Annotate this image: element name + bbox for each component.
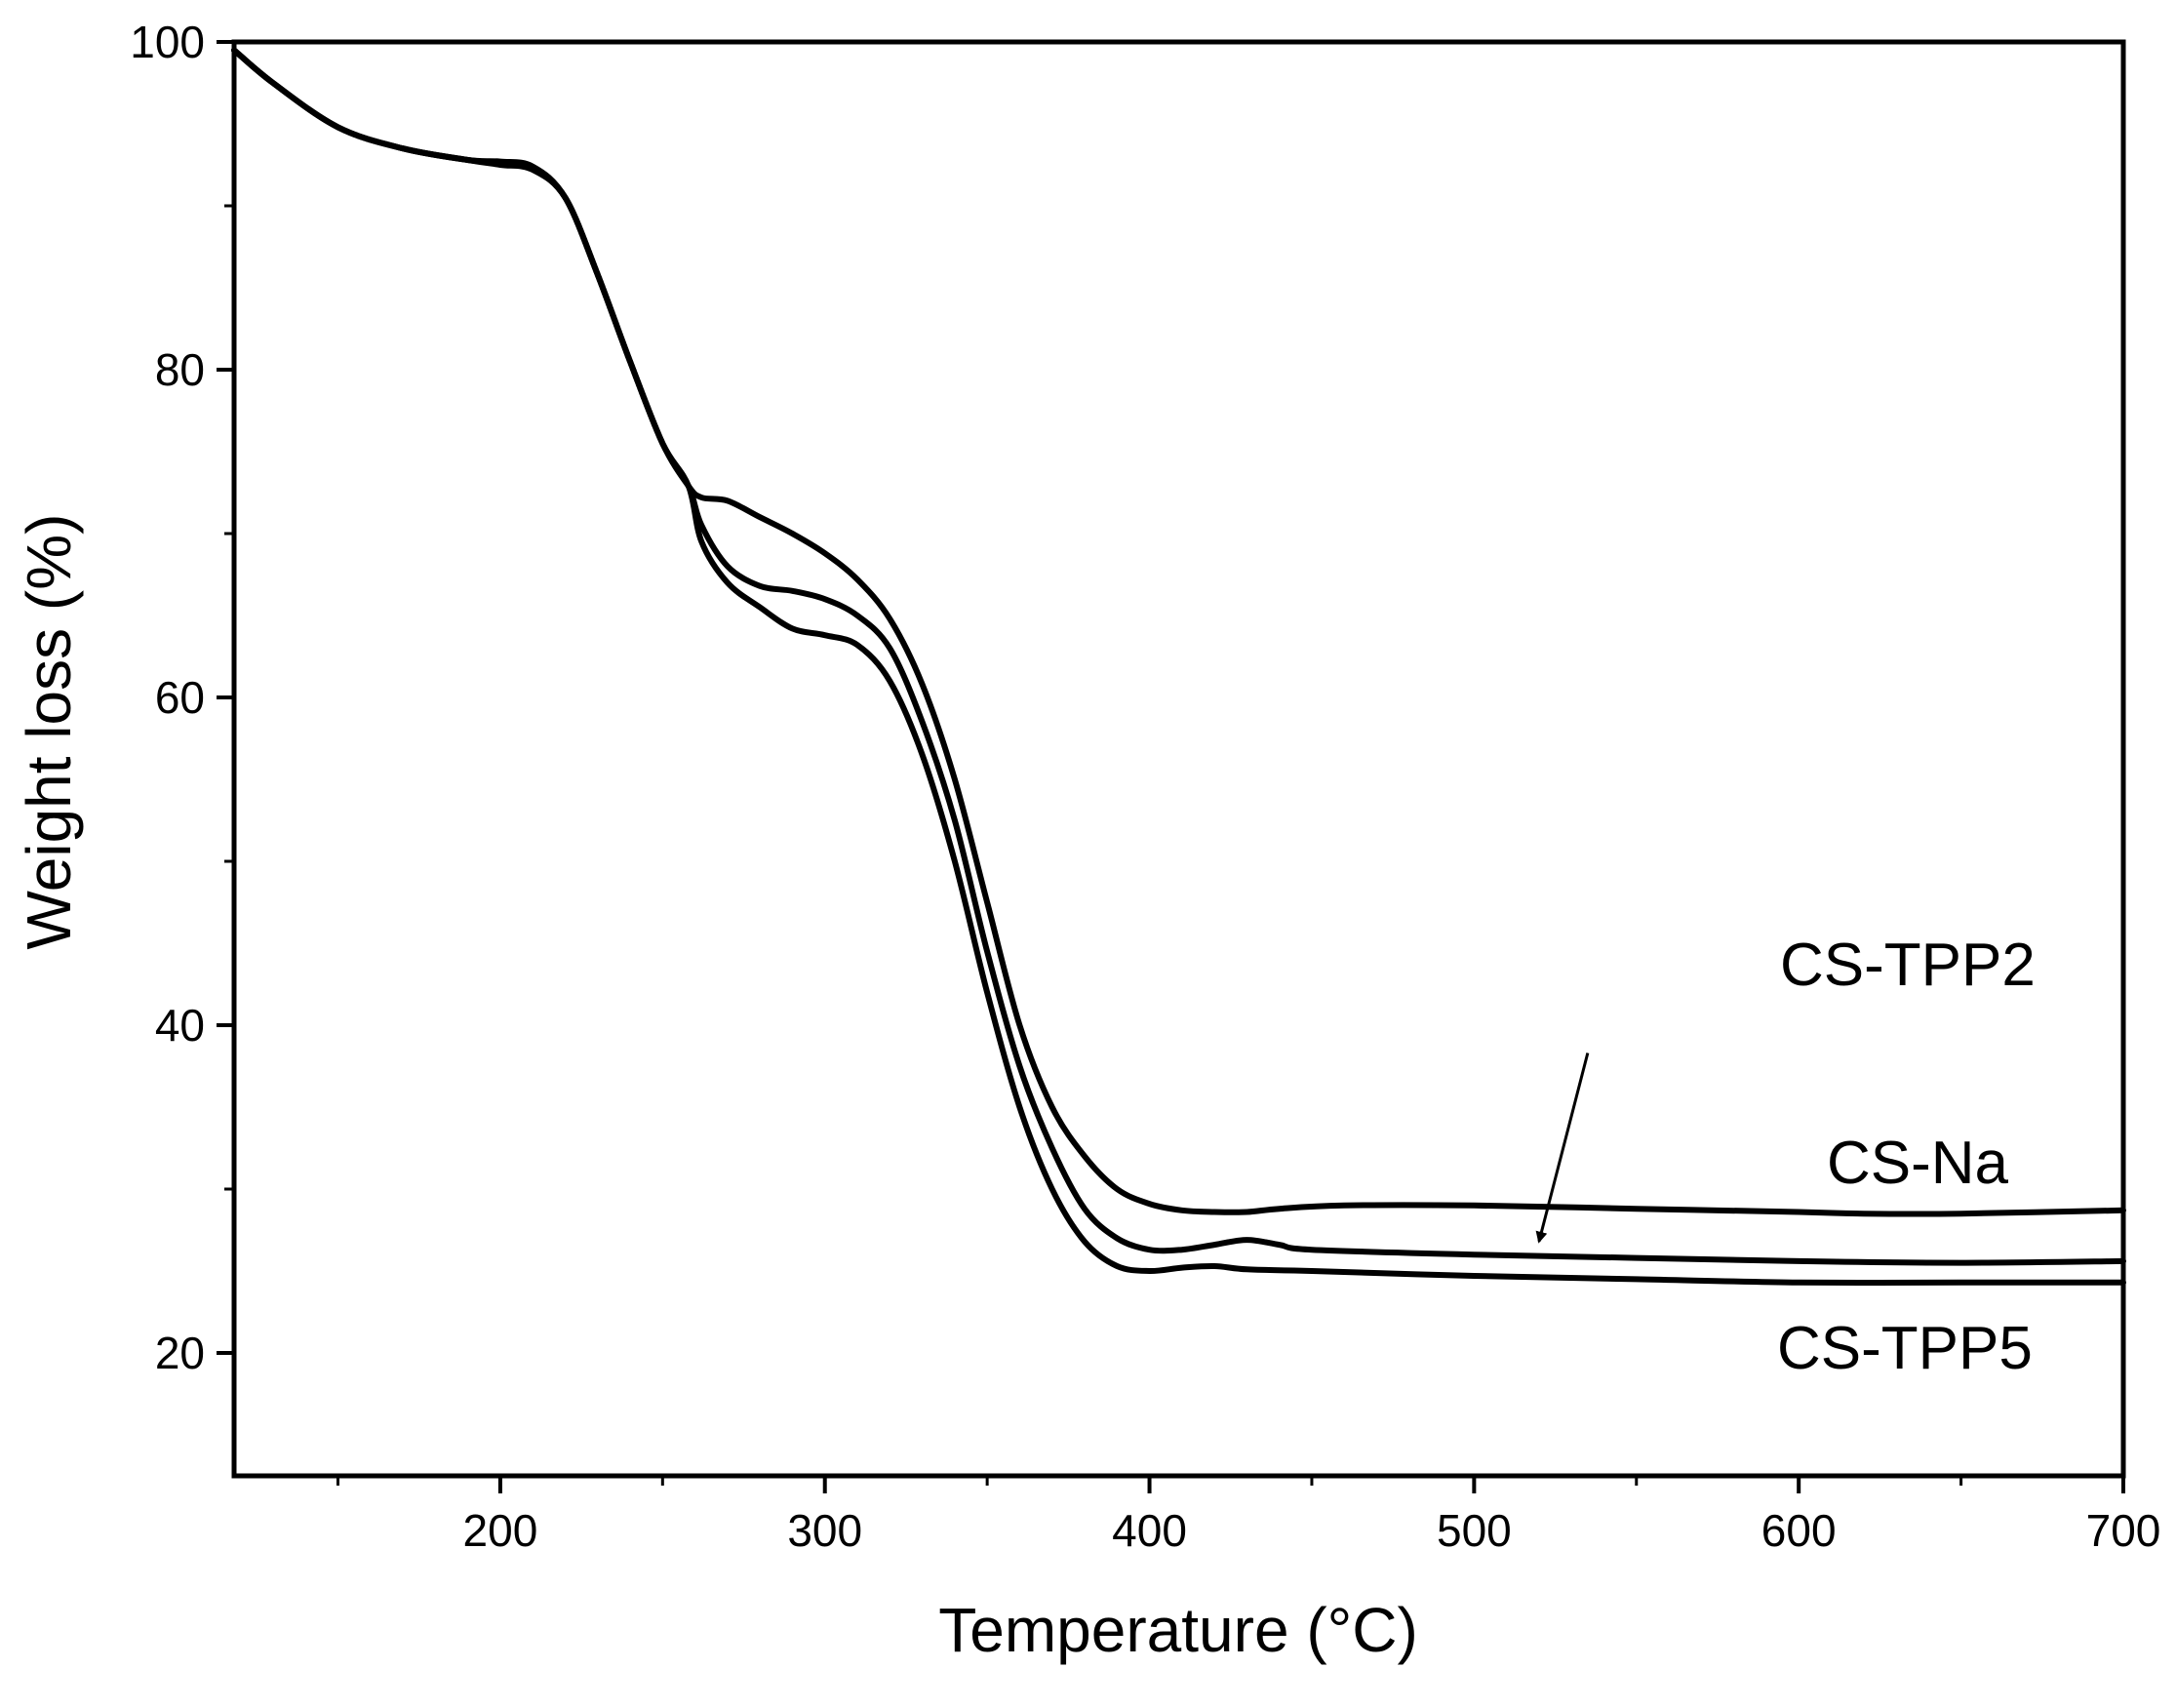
x-axis-title: Temperature (°C) [938,1595,1418,1665]
y-tick-label: 60 [155,672,205,723]
x-tick-label: 600 [1761,1505,1837,1556]
series-line-cs-tpp5 [231,47,2126,1287]
x-tick-label: 300 [787,1505,862,1556]
cs-na-label: CS-Na [1827,1130,2009,1197]
cs-tpp2-label: CS-TPP2 [1780,932,2036,999]
x-axis-ticks: 200 300 400 500 600 700 [336,1476,2161,1556]
series-line-cs-na [231,47,2126,1217]
x-tick-label: 400 [1112,1505,1187,1556]
y-axis-title: Weight loss (%) [14,514,84,950]
plot-frame [231,39,2126,1479]
cs-tpp5-label: CS-TPP5 [1777,1315,2033,1382]
y-tick-label: 100 [130,17,205,67]
series-lines [231,47,2126,1287]
y-tick-label: 40 [155,1000,205,1051]
series-line-cs-tpp2 [231,47,2126,1266]
cs-tpp2-annotation-arrow [1535,1053,1590,1244]
y-tick-label: 20 [155,1328,205,1378]
x-tick-label: 500 [1437,1505,1512,1556]
x-tick-label: 700 [2086,1505,2161,1556]
y-tick-label: 80 [155,344,205,395]
x-tick-label: 200 [463,1505,538,1556]
y-axis-ticks: 20 40 60 80 100 [130,17,234,1378]
